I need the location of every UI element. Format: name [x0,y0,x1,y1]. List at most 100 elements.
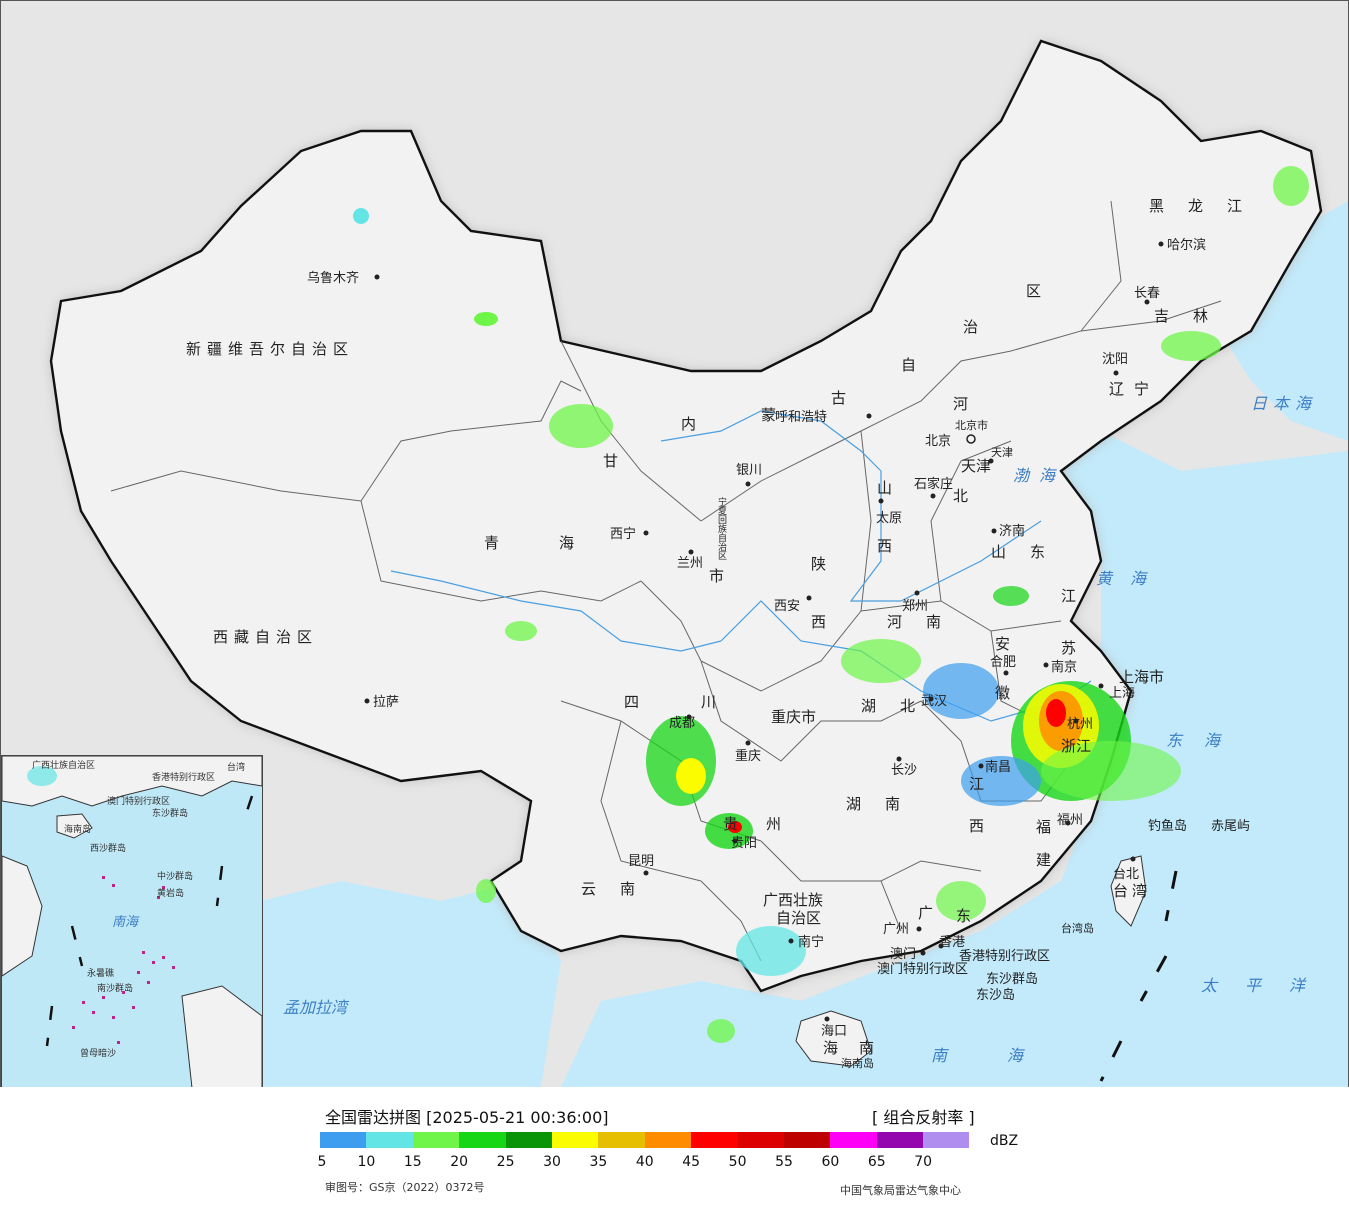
label-shanghai-province: 上海市 [1119,668,1164,686]
label-fujian-jian: 建 [1036,851,1051,869]
label-beijingshi: 北京市 [955,418,988,432]
city-hangzhou: 杭州 [1067,717,1093,732]
label-nei: 内 [681,415,696,433]
label-heilongjiang: 黑龙江 [1149,197,1266,215]
color-swatch [923,1132,970,1148]
sea-bengal: 孟加拉湾 [283,998,350,1017]
inset-yongshu: 永暑礁 [87,967,114,979]
label-guangxi-1: 广西壮族 [763,891,823,909]
data-source: 中国气象局雷达气象中心 [840,1184,961,1197]
label-guangdong-guang: 广 [918,904,933,922]
label-gansu-shi: 市 [709,567,724,585]
label-qu: 区 [1026,282,1041,300]
label-tianjin-province: 天津 [961,457,991,475]
city-zhengzhou: 郑州 [902,599,928,614]
label-jiangxi-xi: 西 [969,817,984,835]
city-harbin: 哈尔滨 [1167,237,1206,253]
city-fuzhou: 福州 [1057,813,1083,828]
city-beijing: 北京 [925,434,951,449]
maritime-boundary [1099,870,1178,1082]
city-shanghai: 上海 [1109,686,1135,701]
label-xizang: 西藏自治区 [213,628,318,646]
legend-title: 全国雷达拼图 [2025-05-21 00:36:00] [325,1108,609,1127]
label-shanxi-xi: 西 [877,537,892,555]
label-hainan-nan: 南 [859,1039,874,1057]
scale-ticks: 5 10 15 20 25 30 35 40 45 50 55 60 65 70 [0,1154,1349,1172]
label-yunnan: 云南 [581,880,659,898]
label-guizhou-gui: 贵 [723,815,738,833]
city-jinan: 济南 [999,523,1025,539]
label-hebei-bei: 北 [953,487,968,505]
inset-guangxi: 广西壮族自治区 [32,759,95,771]
city-xining: 西宁 [610,526,636,542]
color-swatch [737,1132,784,1148]
city-nanjing: 南京 [1051,659,1077,675]
label-jilin: 吉林 [1154,307,1232,325]
city-hongkong: 香港 [939,935,965,950]
scale-tick: 70 [914,1154,933,1170]
label-anhui-an: 安 [995,635,1010,653]
label-sichuan-si: 四 [624,693,639,711]
city-tianjin: 天津 [991,446,1013,459]
inset-macau: 澳门特别行政区 [107,795,170,807]
color-swatch [412,1132,460,1148]
scale-tick: 15 [403,1154,422,1170]
inset-taiwan: 台湾 [227,761,245,773]
color-swatch [691,1132,738,1148]
label-gan: 甘 [603,452,618,470]
ocean-area [561,391,1348,1087]
city-macau: 澳门 [890,946,916,962]
label-jiangsu-su: 苏 [1061,639,1076,657]
sea-japan: 日本海 [1251,394,1317,413]
label-chongqing: 重庆市 [771,708,816,726]
label-macau-sar: 澳门特别行政区 [877,961,968,977]
label-zhejiang: 浙江 [1061,737,1091,755]
sea-east: 东海 [1166,731,1242,750]
inset-zengmu: 曾母暗沙 [80,1047,116,1059]
label-guangxi-2: 自治区 [776,909,821,927]
island-taiwan: 台湾岛 [1061,921,1094,935]
label-anhui-hui: 徽 [995,684,1010,702]
scale-tick: 10 [357,1154,376,1170]
label-liaoning: 辽宁 [1109,380,1159,398]
inset-hainan: 海南岛 [64,823,91,835]
city-labels: 乌鲁木齐 拉萨 西宁 兰州 银川 呼和浩特 北京 天津 石家庄 太原 济南 郑州… [307,237,1206,1039]
label-qinghai: 青海 [484,534,634,552]
south-china-sea-inset: 广西壮族自治区 香港特别行政区 澳门特别行政区 台湾 东沙群岛 海南岛 西沙群岛… [1,755,263,1087]
label-dongsha-dao: 东沙岛 [976,987,1015,1003]
label-sichuan-chuan: 川 [701,693,716,711]
unit-label: dBZ [990,1133,1019,1149]
label-shaanxi-xi: 西 [811,613,826,631]
scale-tick: 5 [317,1154,327,1170]
color-swatch [505,1132,552,1148]
inset-nanhai: 南海 [112,915,140,930]
city-yinchuan: 银川 [736,463,762,478]
color-swatch [830,1132,877,1148]
label-zhi: 治 [963,318,978,336]
color-swatch [783,1132,831,1148]
city-shenyang: 沈阳 [1102,352,1128,367]
label-shaanxi-shan: 陕 [811,555,826,573]
city-lhasa: 拉萨 [373,695,399,710]
scale-tick: 25 [496,1154,515,1170]
sea-of-japan [1201,201,1348,441]
legend: 全国雷达拼图 [2025-05-21 00:36:00] [ 组合反射率 ] d… [0,1087,1349,1208]
city-hohhot: 呼和浩特 [775,410,827,425]
island-diaoyu: 钓鱼岛 [1148,818,1187,834]
hainan-island [795,1010,872,1067]
city-guangzhou: 广州 [883,922,909,937]
scale-tick: 50 [728,1154,747,1170]
city-nanning: 南宁 [798,934,824,950]
scale-tick: 55 [775,1154,793,1170]
islands-dots [72,876,175,1044]
taiwan-island [1110,855,1147,927]
label-jiangxi-jiang: 江 [969,775,984,793]
label-hubei: 湖北 [861,697,939,715]
city-hefei: 合肥 [990,655,1016,670]
city-chongqing: 重庆 [735,748,761,764]
color-swatch [551,1132,599,1148]
label-henan: 河南 [887,613,965,631]
sea-south: 南海 [931,1046,1083,1065]
city-taipei: 台北 [1113,867,1139,882]
scale-tick: 45 [682,1154,701,1170]
